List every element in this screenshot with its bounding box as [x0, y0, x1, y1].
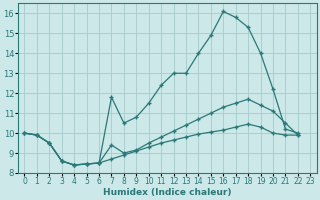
X-axis label: Humidex (Indice chaleur): Humidex (Indice chaleur) [103, 188, 232, 197]
